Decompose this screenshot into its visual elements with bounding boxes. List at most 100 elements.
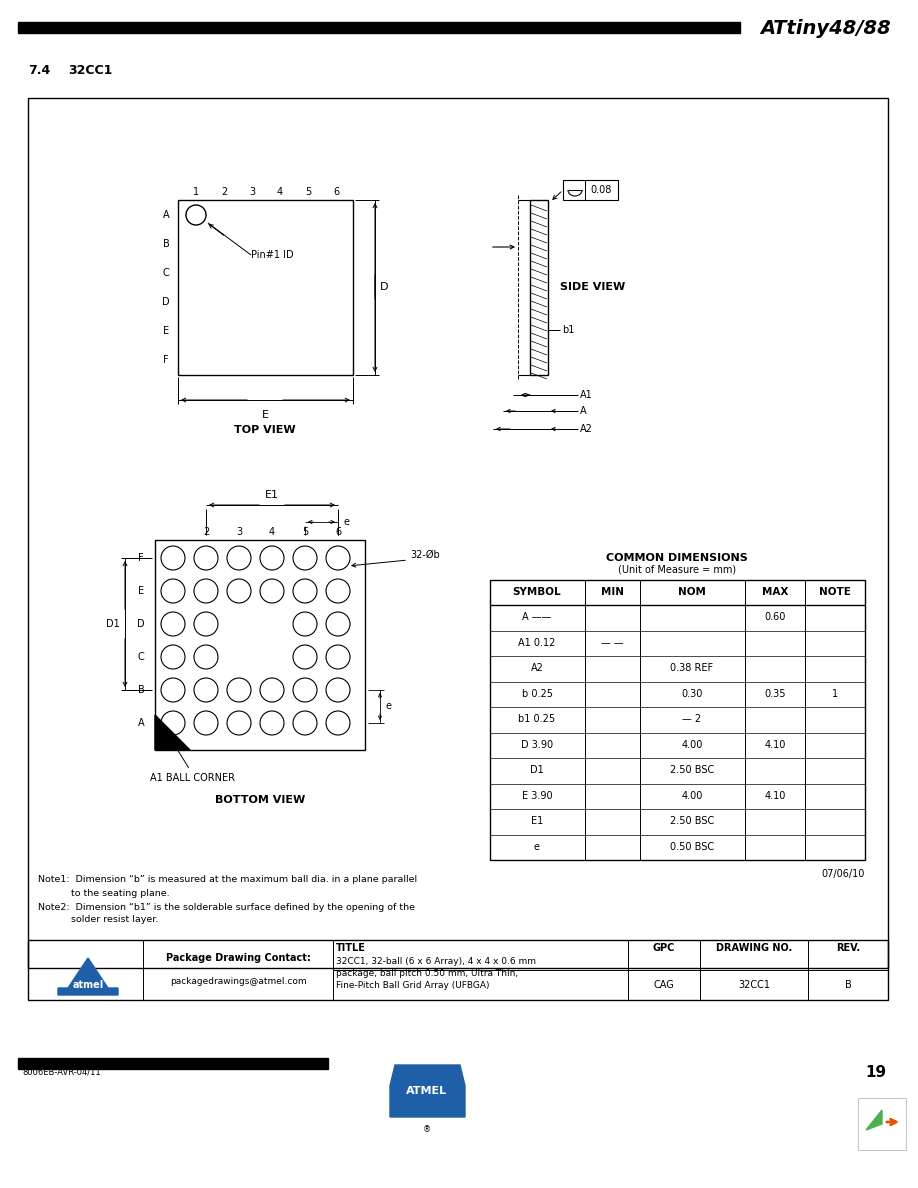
Text: REV.: REV. bbox=[836, 943, 860, 953]
Text: TOP VIEW: TOP VIEW bbox=[234, 425, 296, 435]
Polygon shape bbox=[155, 715, 190, 750]
Text: 0.35: 0.35 bbox=[765, 689, 786, 699]
Text: NOTE: NOTE bbox=[819, 587, 851, 598]
Text: 3: 3 bbox=[249, 187, 255, 197]
Text: F: F bbox=[163, 355, 169, 365]
Text: Note1:  Dimension “b” is measured at the maximum ball dia. in a plane parallel: Note1: Dimension “b” is measured at the … bbox=[38, 876, 417, 885]
Text: CAG: CAG bbox=[654, 980, 675, 990]
Text: BOTTOM VIEW: BOTTOM VIEW bbox=[215, 795, 305, 805]
Text: 4.00: 4.00 bbox=[681, 791, 702, 801]
Bar bbox=[18, 23, 740, 33]
Text: E: E bbox=[162, 326, 169, 336]
Text: 0.60: 0.60 bbox=[765, 613, 786, 623]
Text: D 3.90: D 3.90 bbox=[521, 740, 553, 750]
Text: C: C bbox=[162, 268, 170, 278]
Text: 0.30: 0.30 bbox=[681, 689, 702, 699]
Text: A: A bbox=[580, 406, 587, 416]
Text: (Unit of Measure = mm): (Unit of Measure = mm) bbox=[618, 565, 736, 575]
Text: D: D bbox=[137, 619, 145, 628]
Text: DRAWING NO.: DRAWING NO. bbox=[716, 943, 792, 953]
Text: F: F bbox=[139, 552, 144, 563]
Text: 2.50 BSC: 2.50 BSC bbox=[670, 765, 714, 776]
Text: 6: 6 bbox=[335, 527, 341, 537]
Text: A2: A2 bbox=[531, 663, 543, 674]
Text: D1: D1 bbox=[530, 765, 543, 776]
Text: 2: 2 bbox=[203, 527, 209, 537]
Text: 7.4: 7.4 bbox=[28, 63, 50, 76]
Text: e: e bbox=[343, 517, 349, 527]
Bar bbox=[563, 181, 618, 200]
Text: 1: 1 bbox=[832, 689, 838, 699]
Text: 3: 3 bbox=[236, 527, 242, 537]
Text: to the seating plane.: to the seating plane. bbox=[38, 889, 170, 897]
Text: Fine-Pitch Ball Grid Array (UFBGA): Fine-Pitch Ball Grid Array (UFBGA) bbox=[336, 981, 489, 991]
Text: A1 0.12: A1 0.12 bbox=[519, 638, 555, 647]
Polygon shape bbox=[866, 1110, 882, 1130]
Text: A: A bbox=[162, 210, 169, 220]
Text: — —: — — bbox=[600, 638, 623, 647]
Text: 32CC1, 32-ball (6 x 6 Array), 4 x 4 x 0.6 mm: 32CC1, 32-ball (6 x 6 Array), 4 x 4 x 0.… bbox=[336, 958, 536, 967]
Text: atmel: atmel bbox=[73, 980, 104, 990]
Text: 5: 5 bbox=[305, 187, 311, 197]
Text: 4: 4 bbox=[277, 187, 283, 197]
Text: ATtiny48/88: ATtiny48/88 bbox=[760, 19, 890, 38]
Text: D: D bbox=[162, 297, 170, 307]
Text: E: E bbox=[262, 410, 268, 421]
Text: 07/06/10: 07/06/10 bbox=[822, 868, 865, 879]
Text: 0.38 REF: 0.38 REF bbox=[670, 663, 713, 674]
Text: 4: 4 bbox=[269, 527, 275, 537]
Text: A1 BALL CORNER: A1 BALL CORNER bbox=[150, 773, 235, 783]
Bar bbox=[178, 200, 353, 375]
Text: E1: E1 bbox=[265, 489, 279, 500]
Text: E1: E1 bbox=[531, 816, 543, 826]
Bar bbox=[28, 97, 888, 968]
Text: solder resist layer.: solder resist layer. bbox=[38, 916, 159, 924]
Text: b1: b1 bbox=[562, 326, 575, 335]
Polygon shape bbox=[390, 1064, 465, 1117]
Text: 6: 6 bbox=[333, 187, 339, 197]
Text: GPC: GPC bbox=[653, 943, 675, 953]
Bar bbox=[28, 940, 888, 1000]
Text: B: B bbox=[138, 685, 144, 695]
Text: B: B bbox=[845, 980, 851, 990]
Text: 4.00: 4.00 bbox=[681, 740, 702, 750]
Text: 1: 1 bbox=[193, 187, 199, 197]
Text: COMMON DIMENSIONS: COMMON DIMENSIONS bbox=[606, 552, 748, 563]
Text: 4.10: 4.10 bbox=[765, 740, 786, 750]
Bar bbox=[858, 1098, 906, 1150]
Text: e: e bbox=[534, 841, 540, 852]
Text: TITLE: TITLE bbox=[336, 943, 366, 953]
Text: b1 0.25: b1 0.25 bbox=[519, 714, 555, 725]
Text: A1: A1 bbox=[580, 390, 593, 400]
Text: 0.08: 0.08 bbox=[590, 185, 611, 195]
Text: 8006EB-AVR-04/11: 8006EB-AVR-04/11 bbox=[22, 1068, 101, 1076]
Text: ®: ® bbox=[423, 1125, 431, 1135]
Text: 2: 2 bbox=[221, 187, 227, 197]
Text: A2: A2 bbox=[580, 424, 593, 434]
Text: NOM: NOM bbox=[678, 587, 706, 598]
Text: — 2: — 2 bbox=[682, 714, 701, 725]
Text: 2.50 BSC: 2.50 BSC bbox=[670, 816, 714, 826]
Text: 32CC1: 32CC1 bbox=[738, 980, 770, 990]
Text: Pin#1 ID: Pin#1 ID bbox=[251, 249, 294, 260]
Text: B: B bbox=[162, 239, 170, 249]
Bar bbox=[530, 200, 548, 375]
Text: D1: D1 bbox=[106, 619, 120, 628]
Text: SYMBOL: SYMBOL bbox=[512, 587, 561, 598]
Text: MAX: MAX bbox=[762, 587, 789, 598]
Text: 32-Øb: 32-Øb bbox=[410, 550, 440, 560]
Text: b 0.25: b 0.25 bbox=[521, 689, 553, 699]
Text: 0.50 BSC: 0.50 BSC bbox=[670, 841, 714, 852]
Bar bbox=[490, 580, 865, 860]
Text: e: e bbox=[385, 701, 391, 710]
Text: 32CC1: 32CC1 bbox=[68, 63, 112, 76]
Text: 4.10: 4.10 bbox=[765, 791, 786, 801]
Text: 5: 5 bbox=[302, 527, 308, 537]
Bar bbox=[155, 541, 365, 750]
Polygon shape bbox=[58, 958, 118, 996]
Text: 19: 19 bbox=[866, 1064, 887, 1080]
Text: A ——: A —— bbox=[522, 613, 552, 623]
Text: packagedrawings@atmel.com: packagedrawings@atmel.com bbox=[170, 978, 307, 986]
Text: ATMEL: ATMEL bbox=[407, 1086, 448, 1097]
Text: Note2:  Dimension “b1” is the solderable surface defined by the opening of the: Note2: Dimension “b1” is the solderable … bbox=[38, 903, 415, 911]
